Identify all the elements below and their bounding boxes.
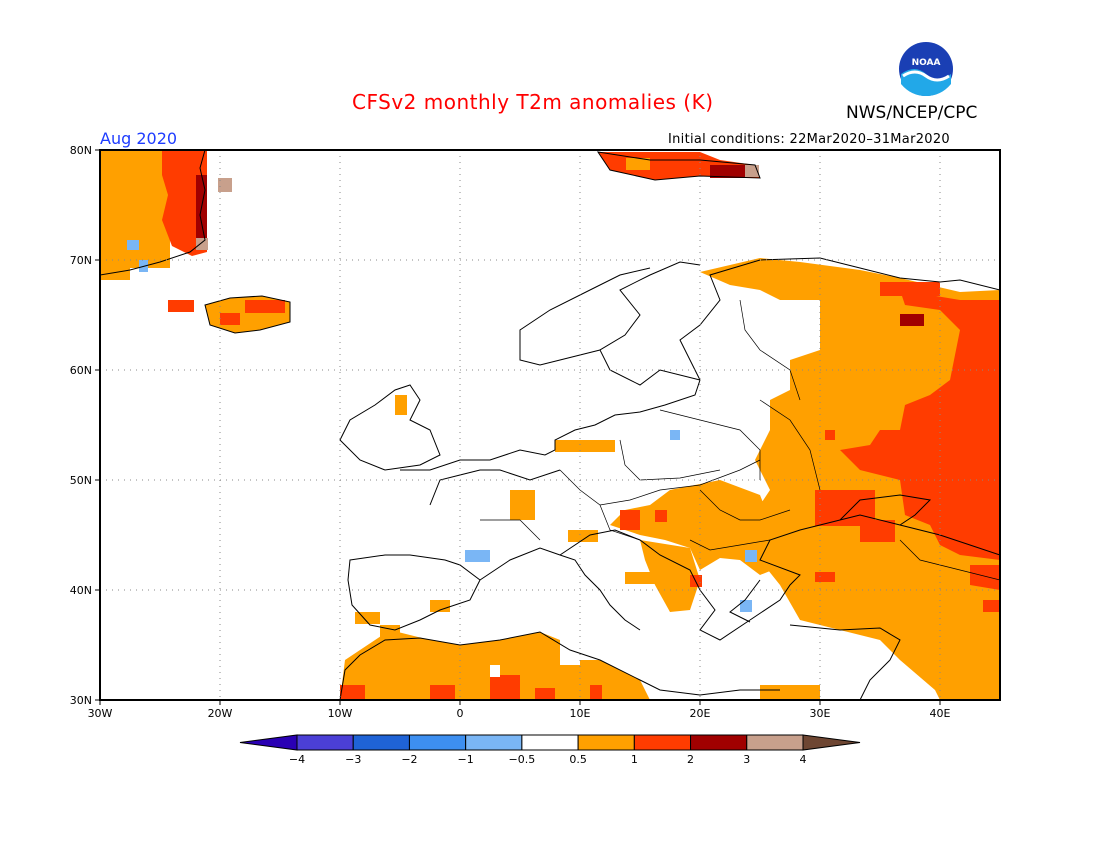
lon-label: 30W: [88, 707, 113, 720]
lon-label: 30E: [810, 707, 831, 720]
lat-label: 70N: [70, 254, 92, 267]
colorbar-label: 0.5: [569, 753, 587, 766]
latitude-labels: 80N 70N 60N 50N 40N 30N: [70, 144, 92, 707]
lon-label: 40E: [930, 707, 951, 720]
colorbar-label: 3: [743, 753, 750, 766]
colorbar-label: −1: [458, 753, 474, 766]
lat-label: 40N: [70, 584, 92, 597]
colorbar-swatch: [633, 734, 692, 751]
logo-text: NOAA: [912, 58, 941, 68]
colorbar-label: −2: [401, 753, 417, 766]
region-svalbard: [598, 152, 760, 180]
agency-label: NWS/NCEP/CPC: [846, 103, 978, 123]
country-borders: [480, 299, 1000, 581]
graticule: [100, 150, 1000, 700]
region-central-europe: [510, 430, 800, 612]
region-north-africa: [340, 395, 650, 700]
lat-label: 30N: [70, 694, 92, 707]
colorbar: −4 −3 −2 −1 −0.5 0.5 1 2 3 4: [239, 734, 861, 766]
colorbar-label: 2: [687, 753, 694, 766]
region-middle-east: [760, 572, 1000, 700]
lon-label: 10W: [328, 707, 353, 720]
map-frame: [99, 149, 1001, 701]
axis-ticks: [95, 149, 941, 705]
colorbar-swatch: [746, 734, 804, 751]
initial-conditions: Initial conditions: 22Mar2020–31Mar2020: [668, 132, 951, 147]
lat-label: 50N: [70, 474, 92, 487]
lon-label: 10E: [570, 707, 591, 720]
colorbar-label: 1: [631, 753, 638, 766]
map-title: CFSv2 monthly T2m anomalies (K): [352, 90, 714, 114]
noaa-logo-icon: NOAA: [896, 39, 956, 99]
colorbar-swatch: [521, 734, 579, 751]
lon-label: 20W: [208, 707, 233, 720]
colorbar-low-extension: [239, 734, 298, 751]
colorbar-label: 4: [800, 753, 807, 766]
lat-label: 80N: [70, 144, 92, 157]
longitude-labels: 30W 20W 10W 0 10E 20E 30E 40E: [88, 707, 951, 720]
lat-label: 60N: [70, 364, 92, 377]
colorbar-swatch: [408, 734, 467, 751]
colorbar-label: −0.5: [509, 753, 536, 766]
lon-label: 20E: [690, 707, 711, 720]
lon-label: 0: [457, 707, 464, 720]
colorbar-swatch: [296, 734, 354, 751]
colorbar-label: −4: [289, 753, 305, 766]
colorbar-label: −3: [345, 753, 361, 766]
colorbar-swatch: [352, 734, 410, 751]
anomaly-field: [100, 150, 1000, 700]
colorbar-swatch: [577, 734, 635, 751]
region-iceland: [168, 296, 290, 333]
colorbar-swatch: [465, 734, 523, 751]
colorbar-swatch: [690, 734, 748, 751]
forecast-month: Aug 2020: [100, 129, 178, 148]
colorbar-high-extension: [802, 734, 861, 751]
